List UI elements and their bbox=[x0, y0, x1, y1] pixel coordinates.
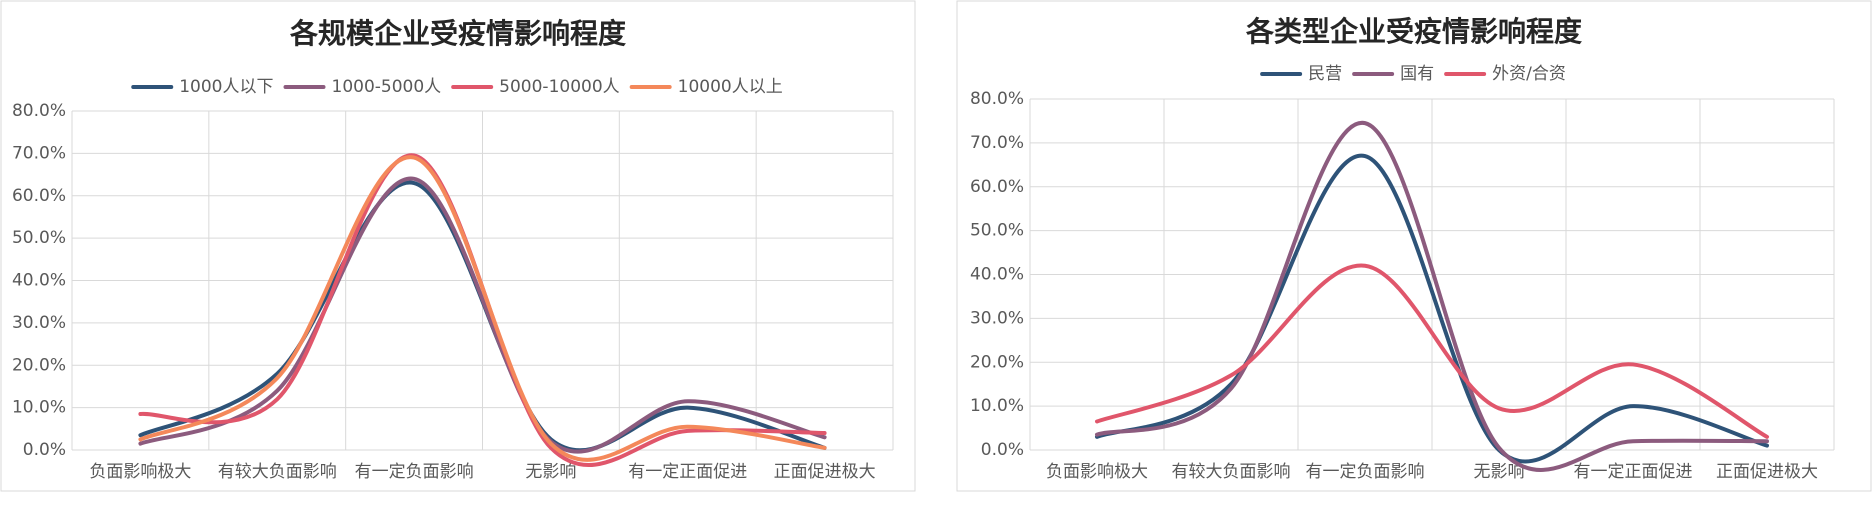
legend-label: 1000人以下 bbox=[179, 77, 273, 97]
legend-label: 1000-5000人 bbox=[332, 77, 442, 97]
chart-title: 各类型企业受疫情影响程度 bbox=[1245, 15, 1582, 48]
panel-frame bbox=[956, 0, 1872, 492]
x-tick-label: 有一定负面影响 bbox=[1306, 462, 1425, 482]
x-tick-label: 有一定负面影响 bbox=[355, 462, 474, 482]
legend-label: 国有 bbox=[1400, 64, 1434, 84]
y-tick-label: 50.0% bbox=[12, 228, 66, 248]
y-tick-label: 0.0% bbox=[23, 440, 66, 460]
x-tick-label: 正面促进极大 bbox=[774, 462, 876, 482]
series-line bbox=[1095, 154, 1769, 464]
x-tick-label: 无影响 bbox=[525, 462, 576, 482]
y-tick-label: 40.0% bbox=[12, 271, 66, 291]
x-tick-label: 正面促进极大 bbox=[1716, 462, 1818, 482]
y-tick-label: 20.0% bbox=[12, 355, 66, 375]
y-tick-label: 10.0% bbox=[12, 398, 66, 418]
y-tick-label: 80.0% bbox=[970, 89, 1024, 109]
chart-title: 各规模企业受疫情影响程度 bbox=[289, 17, 626, 50]
x-tick-label: 有较大负面影响 bbox=[218, 462, 337, 482]
y-tick-label: 70.0% bbox=[12, 143, 66, 163]
legend-label: 10000人以上 bbox=[678, 77, 783, 97]
x-tick-label: 无影响 bbox=[1474, 462, 1525, 482]
series-line bbox=[138, 176, 827, 454]
y-tick-label: 20.0% bbox=[970, 352, 1024, 372]
y-tick-label: 0.0% bbox=[981, 440, 1024, 460]
legend-label: 民营 bbox=[1308, 64, 1342, 84]
y-tick-label: 60.0% bbox=[12, 186, 66, 206]
series-line bbox=[138, 155, 827, 462]
y-tick-label: 30.0% bbox=[12, 313, 66, 333]
x-tick-label: 负面影响极大 bbox=[89, 462, 191, 482]
y-tick-label: 50.0% bbox=[970, 221, 1024, 241]
y-tick-label: 70.0% bbox=[970, 133, 1024, 153]
legend-label: 外资/合资 bbox=[1492, 64, 1566, 84]
y-tick-label: 30.0% bbox=[970, 308, 1024, 328]
x-tick-label: 有一定正面促进 bbox=[1574, 462, 1693, 482]
series-line bbox=[1095, 121, 1769, 472]
y-tick-label: 10.0% bbox=[970, 396, 1024, 416]
y-tick-label: 60.0% bbox=[970, 177, 1024, 197]
y-tick-label: 80.0% bbox=[12, 101, 66, 121]
x-tick-label: 有一定正面促进 bbox=[628, 462, 747, 482]
x-tick-label: 负面影响极大 bbox=[1046, 462, 1148, 482]
x-tick-label: 有较大负面影响 bbox=[1172, 462, 1291, 482]
series-line bbox=[1095, 263, 1769, 439]
y-tick-label: 40.0% bbox=[970, 265, 1024, 285]
legend-label: 5000-10000人 bbox=[499, 77, 619, 97]
